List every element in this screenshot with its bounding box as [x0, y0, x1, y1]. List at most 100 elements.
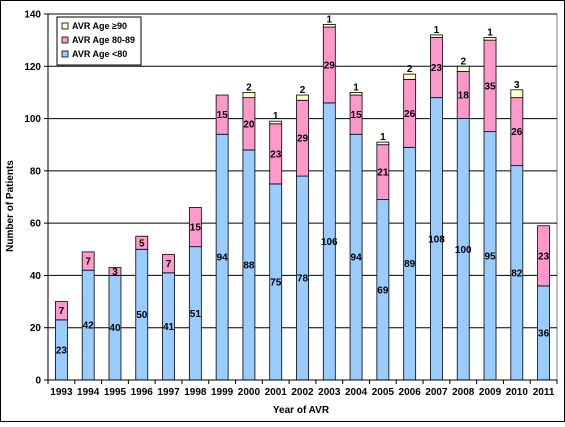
x-tick-label: 2000	[238, 387, 261, 398]
bar-segment	[510, 89, 524, 99]
data-label: 94	[217, 253, 229, 264]
x-tick-label: 1995	[104, 387, 127, 398]
x-tick-label: 2009	[479, 387, 502, 398]
legend-box	[56, 16, 142, 66]
data-label: 5	[139, 238, 145, 249]
data-label: 15	[351, 110, 363, 121]
data-label: 23	[431, 63, 443, 74]
data-label: 15	[217, 110, 229, 121]
legend-label: AVR Age ≥90	[72, 21, 127, 31]
x-tick-label: 1998	[184, 387, 207, 398]
data-label: 23	[56, 345, 68, 356]
data-label: 100	[455, 245, 472, 256]
legend-swatch	[61, 36, 69, 44]
data-label: 75	[270, 277, 282, 288]
data-label: 18	[458, 91, 470, 102]
bar-segment	[188, 207, 202, 248]
data-label: 36	[538, 328, 550, 339]
y-tick-label: 0	[35, 376, 41, 387]
bar-segment	[456, 65, 470, 72]
data-label: 3	[514, 80, 520, 91]
legend-label: AVR Age <80	[72, 49, 127, 59]
data-label: 7	[59, 306, 65, 317]
bars: 2374274035054175115941588202752317829210…	[54, 14, 551, 381]
data-label: 2	[300, 85, 306, 96]
bar-segment	[483, 37, 497, 41]
data-label: 3	[112, 267, 118, 278]
y-tick-label: 80	[30, 166, 42, 177]
bar-segment	[349, 92, 363, 96]
data-label: 1	[273, 111, 279, 122]
data-label: 89	[404, 259, 416, 270]
x-axis-title: Year of AVR	[273, 405, 330, 416]
data-label: 41	[163, 322, 175, 333]
data-label: 78	[297, 274, 309, 285]
data-label: 94	[351, 253, 363, 264]
bar-segment	[322, 24, 336, 28]
bar-segment	[376, 141, 390, 146]
data-label: 1	[327, 14, 333, 25]
x-tick-label: 2008	[452, 387, 475, 398]
bar-segment	[269, 120, 283, 125]
y-tick-label: 140	[24, 10, 41, 21]
bar-segment	[242, 92, 256, 99]
data-label: 40	[109, 323, 121, 334]
y-axis-title: Number of Patients	[5, 160, 16, 252]
data-label: 1	[380, 132, 386, 143]
y-tick-label: 20	[30, 323, 42, 334]
legend-label: AVR Age 80-89	[72, 35, 135, 45]
data-label: 29	[297, 134, 309, 145]
data-label: 42	[83, 321, 95, 332]
data-label: 7	[85, 257, 91, 268]
x-tick-label: 2001	[265, 387, 288, 398]
data-label: 26	[511, 127, 523, 138]
data-label: 23	[270, 149, 282, 160]
data-label: 29	[324, 60, 336, 71]
data-label: 21	[377, 168, 389, 179]
bar-segment	[215, 94, 229, 135]
data-label: 108	[428, 234, 445, 245]
data-label: 50	[136, 310, 148, 321]
x-tick-label: 1999	[211, 387, 234, 398]
legend-swatch	[61, 22, 69, 30]
y-tick-label: 60	[30, 219, 42, 230]
bar-segment	[108, 267, 122, 276]
x-tick-label: 2003	[318, 387, 341, 398]
data-label: 2	[246, 82, 252, 93]
data-label: 1	[353, 82, 359, 93]
data-label: 88	[243, 260, 255, 271]
bar-segment	[81, 251, 95, 271]
bar-segment	[54, 301, 68, 321]
data-label: 1	[487, 28, 493, 39]
data-label: 15	[190, 223, 202, 234]
data-label: 2	[460, 56, 466, 67]
data-label: 106	[321, 237, 338, 248]
x-tick-label: 1993	[50, 387, 73, 398]
x-tick-label: 2011	[533, 387, 555, 398]
legend: AVR Age ≥90 AVR Age 80-89 AVR Age <80	[56, 16, 142, 66]
bar-segment	[430, 34, 443, 38]
x-tick-label: 2007	[425, 387, 448, 398]
x-tick-label: 2005	[372, 387, 395, 398]
data-label: 7	[166, 259, 172, 270]
bar-segment	[135, 235, 149, 250]
bar-segment	[162, 254, 175, 274]
data-label: 1	[434, 25, 440, 36]
x-tick-label: 1997	[157, 387, 180, 398]
data-label: 69	[377, 285, 389, 296]
data-label: 35	[484, 81, 496, 92]
data-label: 26	[404, 109, 416, 120]
x-tick-label: 1994	[77, 387, 100, 398]
bar-segment	[537, 225, 551, 287]
x-tick-label: 2004	[345, 387, 368, 398]
x-tick-label: 2002	[291, 387, 314, 398]
legend-swatch	[61, 50, 69, 58]
data-label: 23	[538, 251, 550, 262]
y-tick-label: 40	[30, 271, 42, 282]
y-tick-label: 100	[24, 114, 41, 125]
data-label: 51	[190, 309, 202, 320]
x-tick-label: 2006	[399, 387, 422, 398]
